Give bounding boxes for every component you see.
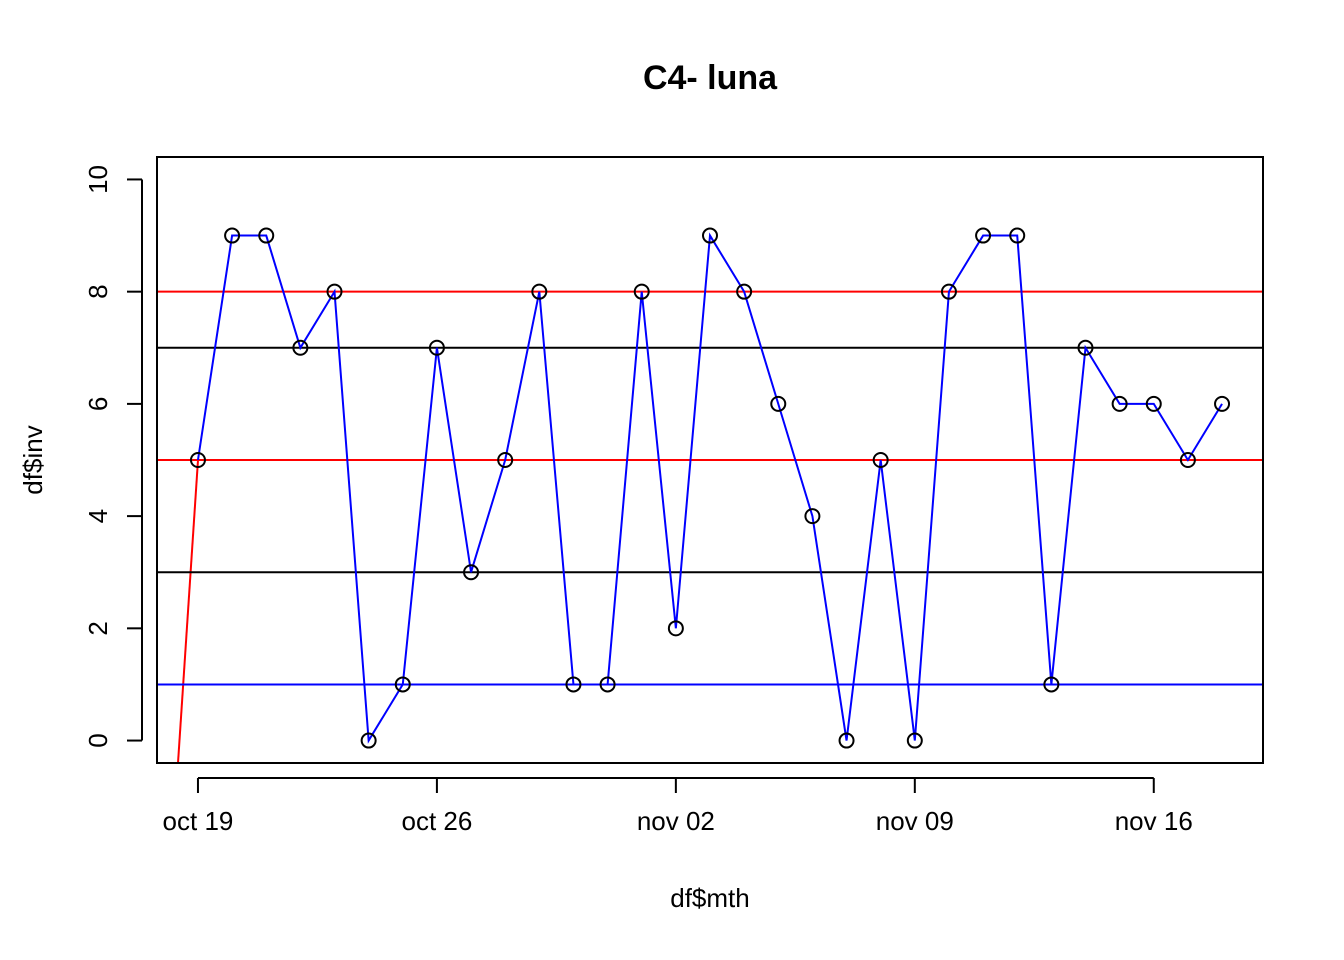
data-point bbox=[1043, 676, 1060, 693]
data-point bbox=[975, 227, 992, 244]
data-point bbox=[497, 452, 514, 468]
data-point bbox=[599, 676, 616, 693]
data-point bbox=[360, 732, 377, 749]
data-point bbox=[428, 339, 445, 356]
data-point bbox=[1145, 395, 1162, 412]
data-point bbox=[224, 227, 241, 244]
data-line bbox=[196, 232, 1223, 744]
data-point bbox=[326, 283, 343, 300]
x-tick-label: nov 09 bbox=[876, 806, 954, 836]
data-point bbox=[463, 564, 480, 581]
data-point bbox=[838, 732, 855, 749]
x-tick-label: nov 16 bbox=[1115, 806, 1193, 836]
data-point bbox=[531, 283, 548, 300]
data-point bbox=[292, 339, 309, 356]
data-point bbox=[872, 452, 889, 468]
y-tick-label: 2 bbox=[83, 621, 113, 635]
data-point bbox=[258, 227, 275, 244]
data-point bbox=[1009, 227, 1026, 244]
data-point bbox=[633, 283, 650, 300]
data-point bbox=[770, 395, 787, 412]
y-axis-label: df$inv bbox=[18, 425, 48, 494]
data-point bbox=[804, 508, 821, 525]
data-point bbox=[1179, 452, 1196, 468]
y-tick-label: 10 bbox=[83, 165, 113, 194]
y-tick-label: 8 bbox=[83, 284, 113, 298]
data-point bbox=[394, 676, 411, 693]
x-tick-label: nov 02 bbox=[637, 806, 715, 836]
y-tick-label: 6 bbox=[83, 397, 113, 411]
data-point bbox=[1214, 395, 1231, 412]
data-point bbox=[736, 283, 753, 300]
chart-title: C4- luna bbox=[643, 59, 778, 97]
red-segment bbox=[177, 459, 199, 764]
x-axis-label: df$mth bbox=[670, 883, 750, 913]
x-tick-label: oct 26 bbox=[401, 806, 472, 836]
data-point bbox=[1111, 395, 1128, 412]
data-point bbox=[940, 283, 957, 300]
data-point bbox=[702, 227, 718, 244]
x-tick-label: oct 19 bbox=[163, 806, 234, 836]
data-point bbox=[1077, 339, 1094, 356]
data-point bbox=[667, 620, 684, 637]
y-tick-label: 0 bbox=[83, 733, 113, 747]
y-tick-label: 4 bbox=[83, 509, 113, 523]
data-point bbox=[906, 732, 923, 749]
data-point bbox=[189, 452, 206, 468]
data-point bbox=[565, 676, 582, 693]
plot-frame bbox=[156, 156, 1264, 764]
